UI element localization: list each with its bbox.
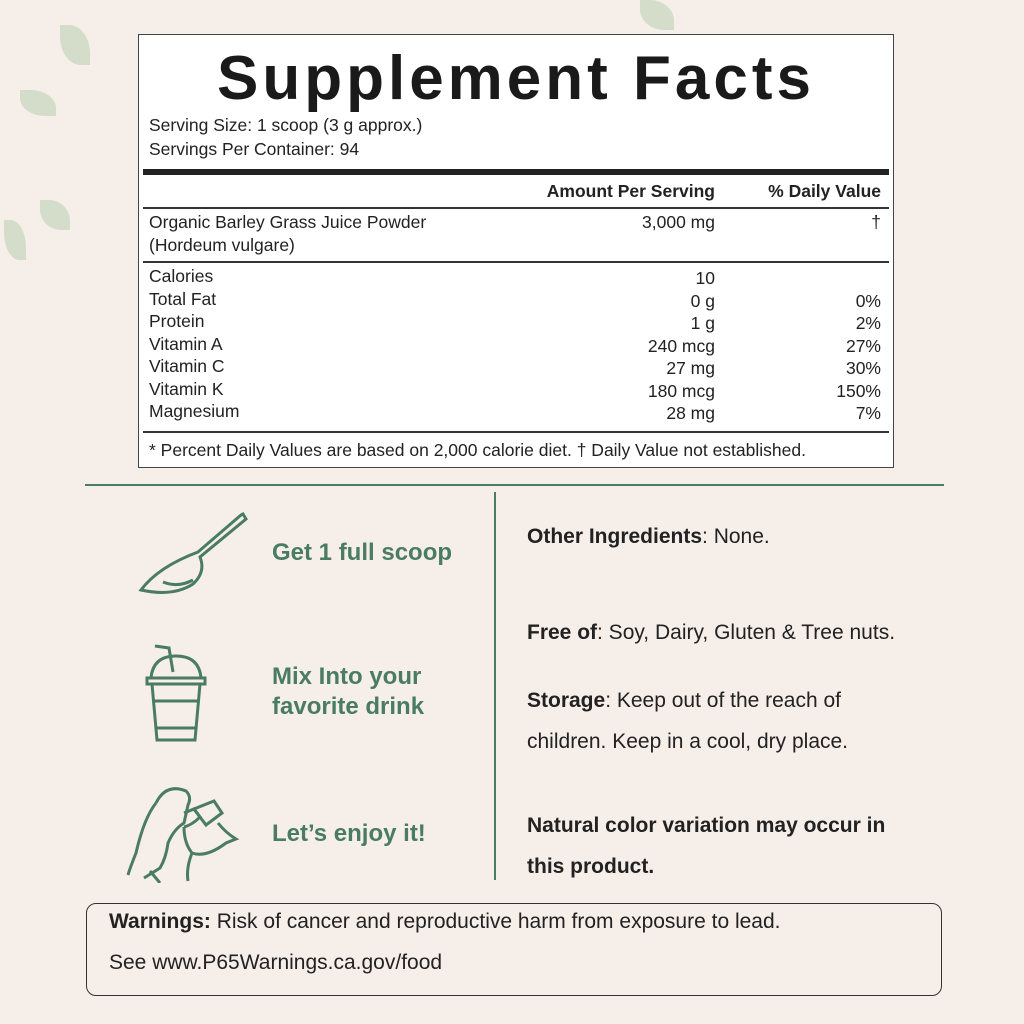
nutrient-amount: 1 g	[690, 313, 715, 333]
divider	[143, 207, 889, 209]
step-2-text-line2: favorite drink	[272, 693, 425, 720]
footnote: * Percent Daily Values are based on 2,00…	[149, 440, 806, 460]
free-of-label: Free of	[527, 621, 598, 644]
leaf-decoration	[40, 200, 70, 230]
divider	[143, 169, 889, 175]
leaf-decoration	[4, 220, 26, 260]
nutrient-amount: 0 g	[690, 290, 715, 311]
nutrient-dv: 2%	[855, 313, 881, 333]
nutrient-amount: 28 mg	[666, 403, 715, 423]
nutrient-amount: 27 mg	[666, 358, 715, 378]
nutrient-name: Vitamin K	[149, 378, 224, 399]
supplement-facts-panel: Supplement Facts Serving Size: 1 scoop (…	[138, 34, 894, 468]
panel-title: Supplement Facts	[217, 44, 815, 113]
natural-note-line2: this product.	[527, 855, 655, 878]
leaf-decoration	[640, 0, 674, 30]
ingredient-latin: (Hordeum vulgare)	[149, 235, 295, 255]
nutrient-name: Vitamin A	[149, 333, 223, 354]
other-ingredients-label: Other Ingredients	[527, 525, 703, 548]
nutrient-amount: 240 mcg	[647, 335, 715, 356]
nutrient-name: Magnesium	[149, 401, 240, 421]
other-ingredients-value: : None.	[702, 525, 770, 548]
storage-value: : Keep out of the reach of	[605, 689, 842, 712]
nutrient-dv: 7%	[855, 403, 881, 423]
header-dv: % Daily Value	[768, 181, 881, 201]
nutrient-dv: 27%	[845, 335, 881, 356]
divider	[494, 492, 496, 880]
warning-line1: Warnings: Risk of cancer and reproductiv…	[109, 910, 781, 934]
warning-label: Warnings:	[109, 910, 211, 933]
free-of: Free of: Soy, Dairy, Gluten & Tree nuts.	[527, 612, 895, 653]
nutrient-name: Calories	[149, 266, 214, 286]
storage-label: Storage	[527, 689, 606, 712]
nutrient-dv: 0%	[855, 290, 881, 311]
nutrient-dv: 150%	[836, 380, 881, 401]
other-ingredients: Other Ingredients: None.	[527, 516, 770, 557]
warning-text: Risk of cancer and reproductive harm fro…	[210, 910, 781, 933]
leaf-decoration	[20, 90, 56, 116]
nutrient-amount: 10	[695, 268, 715, 288]
divider	[143, 431, 889, 433]
warning-box: Warnings: Risk of cancer and reproductiv…	[86, 903, 942, 996]
nutrient-dv: 30%	[845, 358, 881, 378]
step-3-text: Let’s enjoy it!	[272, 820, 426, 847]
nutrient-name: Vitamin C	[149, 356, 225, 376]
ingredient-dv: †	[871, 212, 881, 232]
drink-cup-icon	[145, 644, 207, 742]
natural-note-line1: Natural color variation may occur in	[527, 814, 886, 837]
header-amount: Amount Per Serving	[546, 181, 715, 201]
scoop-icon	[138, 512, 248, 594]
step-2-text-line1: Mix Into your	[272, 663, 422, 690]
storage-value-line2: children. Keep in a cool, dry place.	[527, 730, 849, 753]
woman-drinking-icon	[126, 787, 240, 883]
ingredient-name: Organic Barley Grass Juice Powder	[149, 212, 427, 232]
nutrient-amount: 180 mcg	[647, 380, 715, 401]
step-1-text: Get 1 full scoop	[272, 539, 453, 566]
free-of-value: : Soy, Dairy, Gluten & Tree nuts.	[597, 621, 896, 644]
divider	[85, 484, 944, 486]
servings-per-container: Servings Per Container: 94	[149, 139, 360, 159]
nutrient-name: Total Fat	[149, 288, 217, 309]
warning-link: See www.P65Warnings.ca.gov/food	[109, 951, 443, 974]
serving-size: Serving Size: 1 scoop (3 g approx.)	[149, 115, 423, 135]
leaf-decoration	[60, 25, 90, 65]
natural-color-note: Natural color variation may occur in this…	[527, 805, 885, 887]
ingredient-amount: 3,000 mg	[642, 212, 715, 232]
storage: Storage: Keep out of the reach of childre…	[527, 680, 848, 762]
divider	[143, 261, 889, 263]
nutrient-name: Protein	[149, 311, 205, 331]
